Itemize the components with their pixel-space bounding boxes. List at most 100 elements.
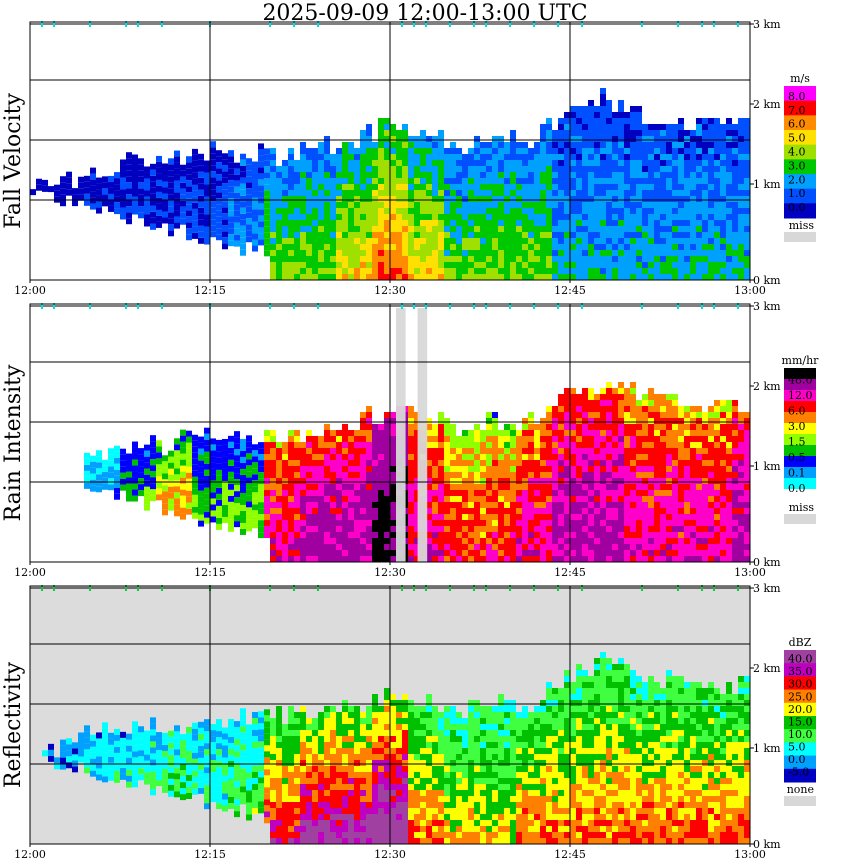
- rain-intensity-data-cell: [504, 496, 510, 502]
- rain-intensity-data-cell: [156, 458, 162, 465]
- rain-intensity-data-cell: [120, 472, 126, 479]
- rain-intensity-data-cell: [498, 448, 504, 454]
- fall-velocity-data-cell: [138, 212, 144, 219]
- rain-intensity-data-cell: [312, 544, 318, 550]
- rain-intensity-data-cell: [414, 472, 420, 478]
- rain-intensity-data-cell: [540, 514, 546, 520]
- rain-intensity-data-cell: [276, 442, 282, 448]
- rain-intensity-data-cell: [498, 508, 504, 514]
- fall-velocity-data-cell: [660, 220, 666, 226]
- fall-velocity-data-cell: [438, 142, 444, 148]
- rain-intensity-data-cell: [468, 556, 474, 562]
- fall-velocity-data-cell: [474, 238, 480, 244]
- rain-intensity-data-cell: [228, 519, 234, 526]
- fall-velocity-data-cell: [630, 244, 636, 250]
- fall-velocity-data-cell: [90, 167, 96, 174]
- fall-velocity-colorbar-swatch: [784, 86, 816, 102]
- fall-velocity-data-cell: [408, 166, 414, 172]
- fall-velocity-data-cell: [726, 262, 732, 268]
- rain-intensity-data-cell: [744, 556, 750, 562]
- fall-velocity-data-cell: [648, 178, 654, 184]
- rain-intensity-data-cell: [744, 490, 750, 496]
- rain-intensity-data-cell: [726, 502, 732, 508]
- rain-intensity-data-cell: [726, 430, 732, 436]
- fall-velocity-data-cell: [258, 185, 264, 192]
- rain-intensity-data-cell: [336, 502, 342, 508]
- rain-intensity-colorbar-swatch: [784, 379, 816, 391]
- fall-velocity-data-cell: [666, 232, 672, 238]
- rain-intensity-data-cell: [426, 454, 432, 460]
- fall-velocity-data-cell: [672, 142, 678, 148]
- rain-intensity-data-cell: [672, 520, 678, 526]
- rain-intensity-data-cell: [540, 466, 546, 472]
- rain-intensity-data-cell: [582, 454, 588, 460]
- rain-intensity-data-cell: [648, 520, 654, 526]
- rain-intensity-data-cell: [630, 472, 636, 478]
- fall-velocity-data-cell: [528, 190, 534, 196]
- rain-intensity-data-cell: [204, 487, 210, 494]
- fall-velocity-data-cell: [102, 182, 108, 189]
- rain-intensity-data-cell: [330, 466, 336, 472]
- rain-intensity-data-cell: [438, 496, 444, 502]
- rain-intensity-data-cell: [708, 544, 714, 550]
- fall-velocity-data-cell: [546, 136, 552, 142]
- rain-intensity-data-cell: [690, 508, 696, 514]
- rain-intensity-data-cell: [102, 477, 108, 484]
- rain-intensity-data-cell: [270, 430, 276, 436]
- rain-intensity-data-cell: [264, 532, 270, 539]
- fall-velocity-data-cell: [156, 155, 162, 162]
- fall-velocity-data-cell: [426, 268, 432, 274]
- fall-velocity-data-cell: [744, 130, 750, 136]
- rain-intensity-data-cell: [570, 478, 576, 484]
- fall-velocity-data-cell: [576, 154, 582, 160]
- fall-velocity-data-cell: [738, 142, 744, 148]
- rain-intensity-data-cell: [282, 448, 288, 454]
- fall-velocity-data-cell: [414, 274, 420, 280]
- fall-velocity-data-cell: [630, 238, 636, 244]
- fall-velocity-data-cell: [84, 187, 90, 194]
- rain-intensity-data-cell: [660, 454, 666, 460]
- fall-velocity-data-cell: [696, 166, 702, 172]
- fall-velocity-data-cell: [288, 196, 294, 202]
- fall-velocity-data-cell: [600, 88, 606, 94]
- rain-intensity-data-cell: [720, 496, 726, 502]
- rain-intensity-data-cell: [618, 448, 624, 454]
- fall-velocity-data-cell: [474, 268, 480, 274]
- rain-intensity-data-cell: [600, 520, 606, 526]
- rain-intensity-data-cell: [720, 484, 726, 490]
- fall-velocity-data-cell: [168, 218, 174, 225]
- fall-velocity-data-cell: [282, 250, 288, 256]
- fall-velocity-data-cell: [594, 220, 600, 226]
- rain-intensity-data-cell: [534, 484, 540, 490]
- fall-velocity-height-label: 0 km: [753, 274, 781, 287]
- fall-velocity-data-cell: [510, 268, 516, 274]
- rain-intensity-data-cell: [546, 448, 552, 454]
- fall-velocity-data-cell: [636, 118, 642, 124]
- rain-intensity-data-cell: [582, 466, 588, 472]
- fall-velocity-data-cell: [540, 190, 546, 196]
- rain-intensity-data-cell: [162, 455, 168, 462]
- fall-velocity-data-cell: [540, 142, 546, 148]
- rain-intensity-data-cell: [492, 460, 498, 466]
- rain-intensity-data-cell: [702, 544, 708, 550]
- rain-intensity-data-cell: [456, 538, 462, 544]
- fall-velocity-data-cell: [594, 232, 600, 238]
- fall-velocity-data-cell: [294, 202, 300, 208]
- fall-velocity-data-cell: [474, 250, 480, 256]
- rain-intensity-data-cell: [372, 508, 378, 514]
- fall-velocity-data-cell: [444, 160, 450, 166]
- fall-velocity-data-cell: [168, 200, 174, 207]
- fall-velocity-data-cell: [714, 208, 720, 214]
- fall-velocity-data-cell: [594, 130, 600, 136]
- rain-intensity-data-cell: [144, 474, 150, 481]
- rain-intensity-data-cell: [330, 508, 336, 514]
- rain-intensity-data-cell: [606, 412, 612, 418]
- rain-intensity-data-cell: [606, 394, 612, 400]
- fall-velocity-data-cell: [696, 124, 702, 130]
- rain-intensity-data-cell: [714, 532, 720, 538]
- rain-intensity-data-cell: [582, 478, 588, 484]
- rain-intensity-data-cell: [96, 456, 102, 463]
- rain-intensity-data-cell: [612, 544, 618, 550]
- fall-velocity-data-cell: [570, 154, 576, 160]
- rain-intensity-data-cell: [666, 550, 672, 556]
